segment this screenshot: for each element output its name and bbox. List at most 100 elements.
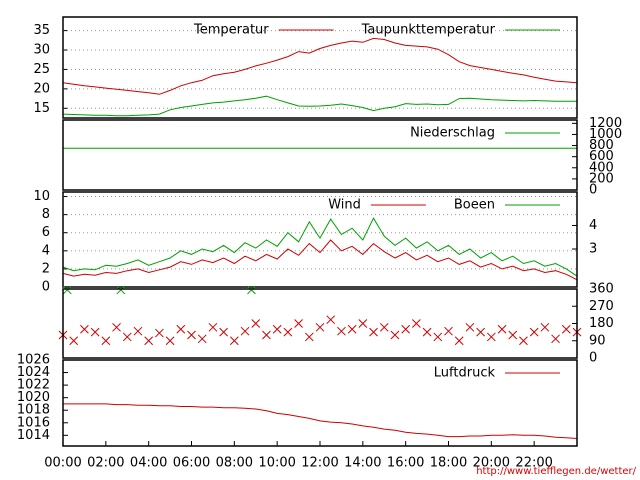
- direction-mark: [62, 285, 72, 295]
- x-tick-label: 12:00: [301, 456, 338, 471]
- direction-mark: [283, 327, 293, 337]
- direction-mark: [551, 334, 560, 344]
- source-url: http://www.tiefflegen.de/wetter/: [476, 466, 636, 477]
- panel-frame: [62, 191, 578, 288]
- direction-mark: [112, 322, 121, 332]
- legend-label: Luftdruck: [434, 366, 496, 381]
- direction-mark: [326, 315, 336, 325]
- direction-mark: [497, 324, 507, 334]
- y-tick-label: 35: [33, 23, 50, 38]
- series-line: [62, 95, 577, 117]
- direction-mark: [369, 327, 378, 337]
- series-line: [62, 217, 578, 277]
- y-tick-label: 4: [42, 243, 50, 258]
- x-tick-label: 18:00: [430, 456, 467, 471]
- series-line: [63, 403, 578, 439]
- legend-label: Niederschlag: [410, 126, 495, 141]
- direction-mark: [155, 328, 164, 338]
- direction-mark: [390, 330, 400, 340]
- direction-mark: [187, 330, 196, 340]
- direction-mark: [80, 324, 89, 334]
- x-tick-label: 08:00: [216, 456, 253, 471]
- y-tick-label: 1020: [17, 390, 50, 405]
- panel-frame: [62, 16, 578, 119]
- y2-tick-label: 800: [589, 138, 614, 153]
- x-tick-label: 10:00: [258, 456, 295, 471]
- series-line: [62, 37, 578, 95]
- y-tick-label: 20: [33, 81, 50, 96]
- direction-mark: [90, 327, 100, 337]
- y2-tick-label: 3: [589, 242, 597, 257]
- direction-mark: [422, 327, 432, 337]
- y-tick-label: 1024: [17, 365, 50, 380]
- x-tick-label: 22:00: [515, 456, 552, 471]
- direction-mark: [133, 326, 143, 336]
- y-tick-label: 1026: [17, 353, 50, 368]
- direction-mark: [165, 336, 175, 346]
- y-tick-label: 15: [33, 101, 50, 116]
- direction-mark: [476, 327, 485, 337]
- y2-tick-label: 4: [589, 218, 597, 233]
- y2-tick-label: 400: [589, 160, 614, 175]
- y2-tick-label: 270: [589, 299, 614, 314]
- direction-mark: [444, 326, 453, 336]
- x-tick-label: 00:00: [44, 456, 81, 471]
- direction-mark: [337, 326, 346, 336]
- direction-mark: [379, 322, 389, 332]
- direction-mark: [508, 330, 518, 340]
- y2-tick-label: 200: [589, 171, 614, 186]
- direction-mark: [412, 319, 421, 328]
- x-tick-label: 14:00: [344, 456, 381, 471]
- y-tick-label: 1022: [17, 378, 50, 393]
- direction-mark: [540, 322, 550, 332]
- direction-mark: [262, 330, 271, 340]
- panel-frame: [62, 288, 578, 359]
- y-tick-label: 10: [33, 189, 50, 204]
- y-tick-label: 30: [33, 43, 50, 58]
- y-tick-label: 1018: [17, 403, 50, 418]
- panel-frame: [62, 119, 578, 191]
- x-tick-label: 20:00: [473, 456, 510, 471]
- direction-mark: [116, 285, 126, 295]
- direction-mark: [240, 326, 250, 336]
- legend-label: Boeen: [454, 198, 495, 213]
- direction-mark: [465, 322, 475, 332]
- direction-mark: [251, 319, 261, 328]
- direction-mark: [454, 336, 464, 346]
- y-tick-label: 8: [42, 207, 50, 222]
- y-tick-label: 25: [33, 62, 50, 77]
- direction-mark: [247, 285, 256, 295]
- direction-mark: [561, 324, 571, 334]
- y2-tick-label: 90: [589, 333, 606, 348]
- series-line: [62, 239, 578, 281]
- direction-mark: [529, 327, 539, 337]
- y-tick-label: 6: [42, 225, 50, 240]
- direction-mark: [304, 332, 314, 342]
- direction-mark: [272, 324, 282, 334]
- y-tick-label: 0: [42, 280, 50, 295]
- y-tick-label: 1014: [17, 428, 50, 443]
- direction-mark: [315, 322, 325, 332]
- direction-mark: [219, 327, 228, 337]
- legend-label: Taupunkttemperatur: [361, 23, 496, 38]
- y2-tick-label: 0: [589, 183, 597, 198]
- y2-tick-label: 1200: [589, 116, 622, 131]
- x-tick-label: 04:00: [130, 456, 167, 471]
- direction-mark: [358, 319, 368, 328]
- y2-tick-label: 360: [589, 282, 614, 297]
- legend-label: Wind: [328, 198, 361, 213]
- direction-mark: [433, 332, 443, 342]
- y2-tick-label: 180: [589, 316, 614, 331]
- y2-tick-label: 600: [589, 149, 614, 164]
- direction-mark: [122, 332, 132, 342]
- y2-tick-label: 0: [589, 351, 597, 366]
- direction-mark: [229, 336, 239, 346]
- panel-frame: [62, 359, 578, 447]
- y2-tick-label: 1000: [589, 127, 622, 142]
- direction-mark: [208, 322, 218, 332]
- y-tick-label: 2: [42, 261, 50, 276]
- direction-mark: [101, 336, 111, 346]
- direction-mark: [176, 324, 186, 334]
- y-tick-label: 1016: [17, 415, 50, 430]
